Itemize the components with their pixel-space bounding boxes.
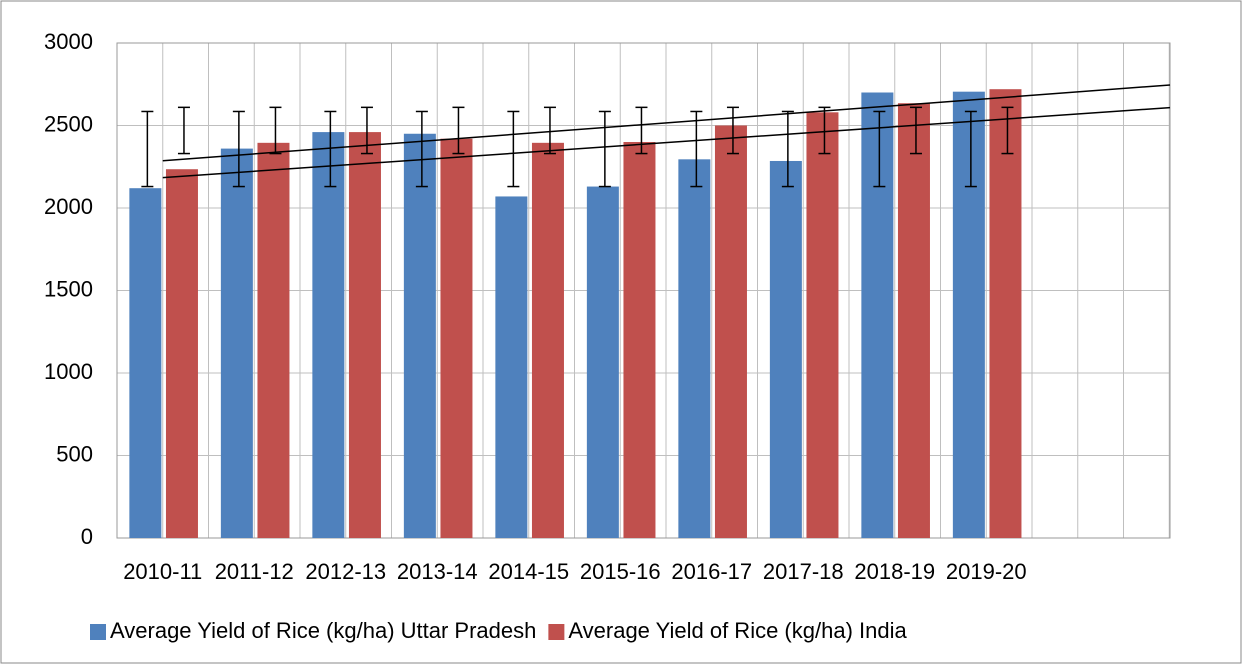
trend-line [162,106,1171,179]
legend-swatch [90,624,106,640]
legend-label: Average Yield of Rice (kg/ha) India [568,618,907,643]
y-tick-label: 2000 [44,194,93,219]
x-tick-label: 2010-11 [123,559,202,584]
bar [165,169,198,538]
y-tick-label: 1000 [44,359,93,384]
bar [989,89,1022,538]
x-tick-label: 2015-16 [580,559,661,584]
legend-label: Average Yield of Rice (kg/ha) Uttar Prad… [110,618,536,643]
bar [714,125,747,538]
y-tick-label: 3000 [44,29,93,54]
x-tick-label: 2017-18 [763,559,844,584]
y-tick-label: 2500 [44,111,93,136]
bar [952,91,985,539]
bar [806,112,839,539]
legend-swatch [548,624,565,640]
x-tick-label: 2019-20 [946,559,1027,584]
bar [403,133,436,538]
x-tick-label: 2016-17 [671,559,752,584]
bar [257,142,290,538]
bar [897,103,930,538]
y-tick-label: 500 [56,441,93,466]
bar [678,159,711,538]
bar [220,148,253,538]
x-tick-label: 2011-12 [215,559,294,584]
bar [769,160,802,538]
bar [312,132,345,538]
y-tick-label: 1500 [44,276,93,301]
bar [129,188,162,538]
trend-line [162,84,1171,162]
bar [586,186,619,539]
bar [623,142,656,538]
bar [861,92,894,538]
x-tick-label: 2012-13 [305,559,386,584]
bar [348,132,381,538]
x-tick-label: 2014-15 [488,559,569,584]
bar [495,196,528,538]
bar [440,138,473,538]
x-tick-label: 2013-14 [397,559,478,584]
y-tick-label: 0 [81,524,93,549]
bar [531,142,564,538]
x-tick-label: 2018-19 [854,559,935,584]
